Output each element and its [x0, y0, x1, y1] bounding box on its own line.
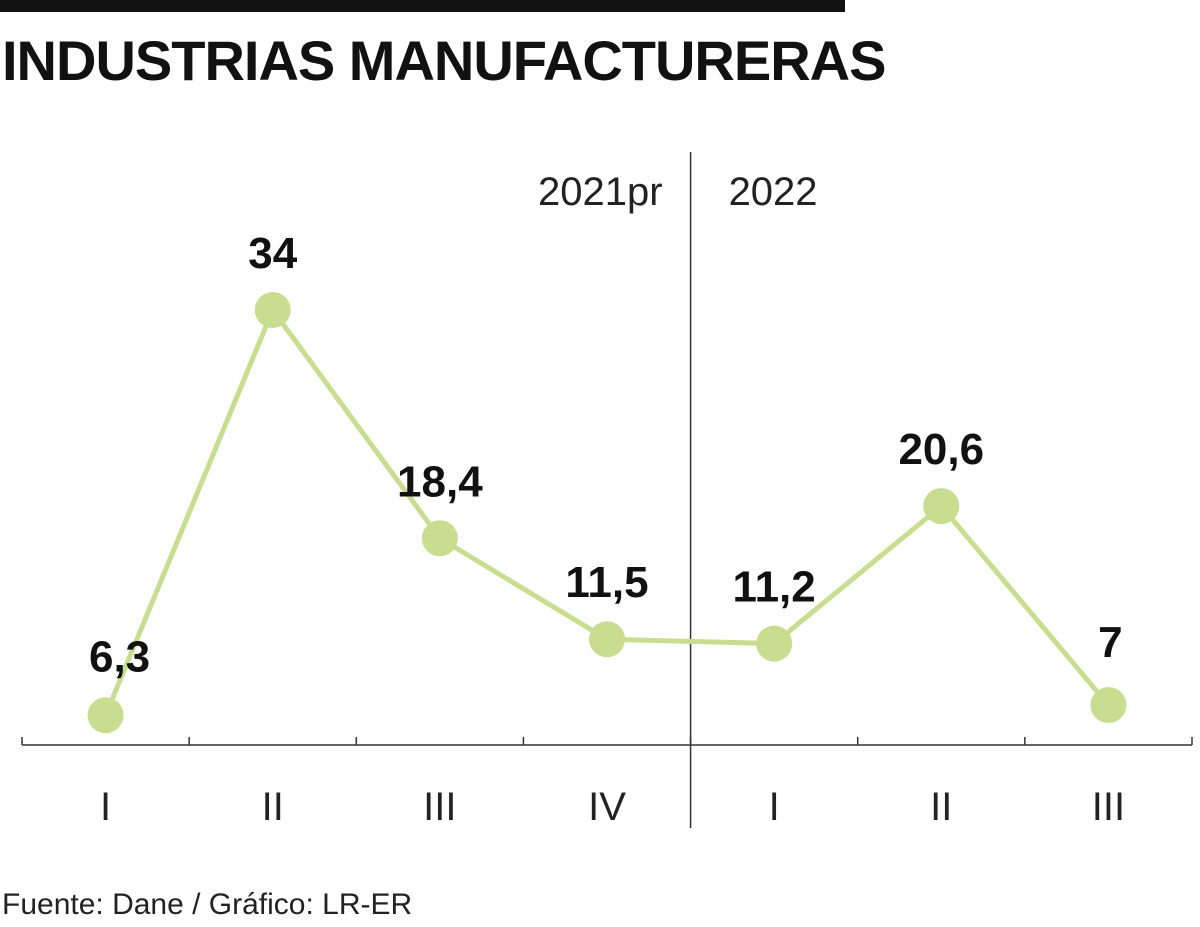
x-tick-label: II: [930, 785, 952, 829]
data-label: 18,4: [397, 457, 483, 506]
data-label: 6,3: [89, 632, 150, 681]
data-label: 11,5: [565, 558, 648, 607]
chart-title: INDUSTRIAS MANUFACTURERAS: [2, 29, 886, 92]
data-label: 7: [1098, 618, 1122, 667]
period-label-2022: 2022: [729, 170, 818, 214]
data-point: [421, 520, 458, 557]
data-label: 20,6: [898, 425, 984, 474]
source-note: Fuente: Dane / Gráfico: LR-ER: [2, 888, 413, 921]
x-tick-label: I: [769, 785, 780, 829]
data-point: [254, 292, 291, 328]
x-tick-label: II: [262, 785, 284, 829]
data-label: 11,2: [733, 563, 816, 612]
data-point: [589, 621, 625, 658]
data-point: [87, 697, 124, 734]
period-label-2021: 2021pr: [538, 170, 663, 214]
data-point: [923, 488, 960, 525]
data-label: 34: [248, 229, 297, 278]
x-tick-label: I: [100, 785, 111, 829]
x-tick-label: III: [423, 785, 456, 829]
x-tick-label: III: [1092, 785, 1125, 829]
top-rule: [0, 0, 845, 12]
data-point: [1090, 687, 1127, 724]
data-point: [756, 625, 793, 662]
x-tick-label: IV: [588, 785, 626, 829]
